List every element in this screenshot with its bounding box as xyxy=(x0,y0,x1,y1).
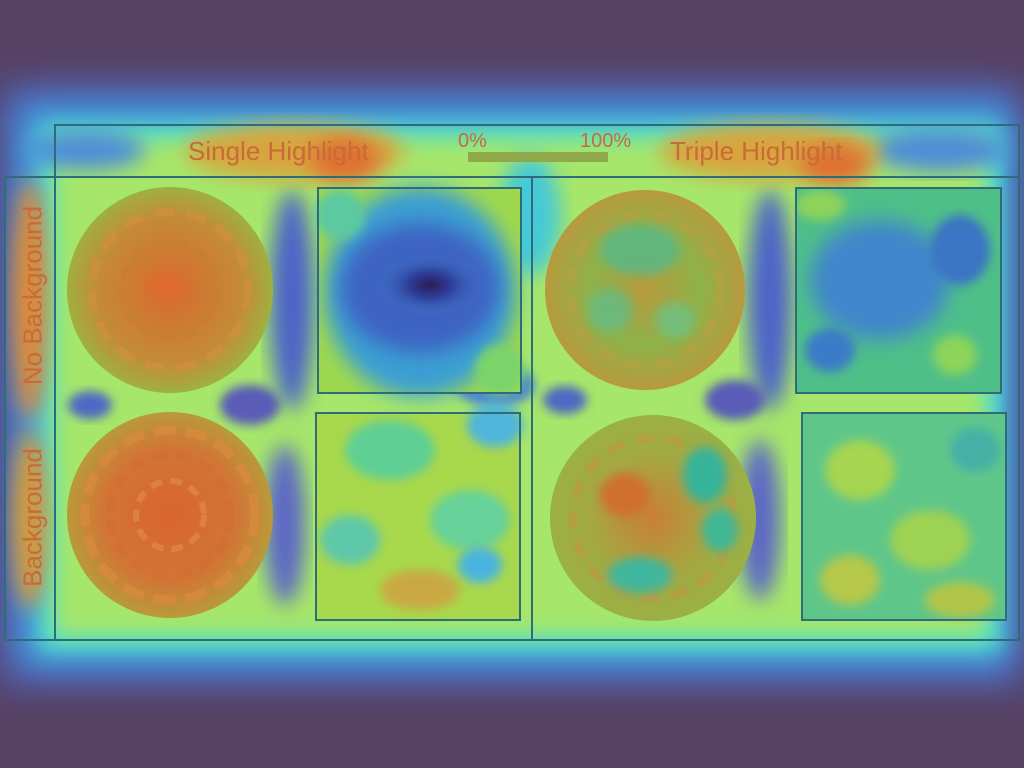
triple-nobg-square xyxy=(795,187,1002,394)
row-label-background: Background xyxy=(17,448,48,587)
single-nobg-square xyxy=(315,187,525,397)
triple-nobg-circle xyxy=(545,190,745,390)
single-bg-square xyxy=(315,403,523,621)
single-bg-circle xyxy=(67,412,273,618)
scale-bar xyxy=(468,152,608,162)
single-highlight-title: Single Highlight xyxy=(188,136,369,166)
single-nobg-circle xyxy=(67,187,273,393)
row-label-no-background: No Background xyxy=(17,205,48,386)
scale-max-label: 100% xyxy=(580,130,632,152)
triple-bg-square xyxy=(801,412,1007,621)
triple-highlight-title: Triple Highlight xyxy=(670,136,843,166)
grid-frame xyxy=(4,124,1020,641)
scale-min-label: 0% xyxy=(458,130,487,152)
triple-bg-circle xyxy=(550,415,756,621)
